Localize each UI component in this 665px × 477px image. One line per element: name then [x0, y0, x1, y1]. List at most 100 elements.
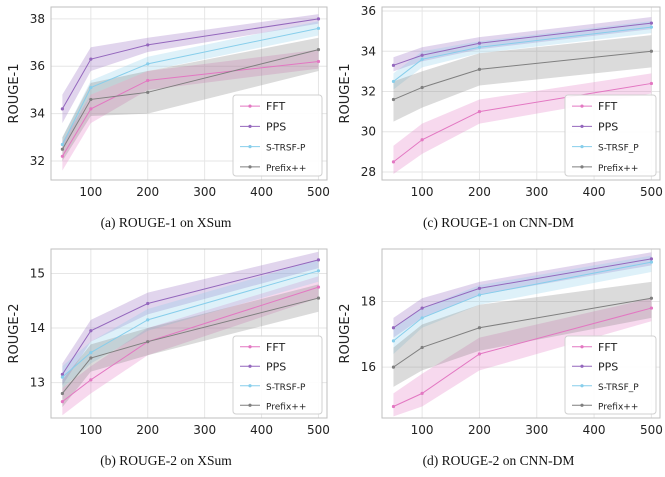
data-point-prefix- [89, 97, 93, 102]
plot-frame [50, 248, 328, 419]
legend-label: FFT [598, 100, 617, 113]
data-point-pps [477, 41, 482, 45]
series-line-s-trsf-p [393, 26, 652, 82]
confidence-band-s-trsf-p [393, 21, 652, 90]
data-point-fft [391, 404, 396, 409]
data-point-prefix- [316, 48, 321, 52]
data-point-s-trsf-p [146, 62, 150, 66]
x-tick-label: 400 [250, 423, 273, 437]
data-point-pps [420, 53, 424, 57]
confidence-band-s-trsf-p [62, 259, 319, 389]
series-line-fft [393, 307, 652, 407]
legend-label: PPS [598, 120, 618, 133]
legend-marker [580, 364, 584, 368]
legend-marker [580, 124, 584, 128]
legend-box [564, 94, 657, 177]
x-tick-label: 100 [411, 185, 434, 199]
confidence-band-s-trsf-p [393, 255, 652, 355]
y-tick-label: 34 [30, 107, 45, 121]
data-point-prefix- [649, 49, 654, 53]
data-point-s-trsf-p [649, 260, 654, 264]
confidence-band-fft [393, 298, 652, 417]
y-tick-label: 16 [361, 360, 376, 374]
legend-marker [248, 165, 252, 169]
data-point-pps [146, 301, 150, 306]
data-point-pps [649, 257, 654, 261]
data-point-fft [477, 352, 482, 356]
data-point-s-trsf-p [420, 316, 424, 320]
legend-label: FFT [266, 100, 285, 113]
legend-label: S-TRSF_P [598, 144, 639, 154]
legend-marker [248, 345, 252, 349]
data-point-fft [420, 391, 424, 395]
caption-c: (c) ROUGE-1 on CNN-DM [422, 215, 575, 230]
confidence-band-pps [393, 252, 652, 338]
x-tick-label: 400 [250, 185, 273, 199]
data-point-prefix- [89, 356, 93, 360]
data-point-prefix- [649, 296, 654, 300]
data-point-pps [316, 17, 321, 21]
data-point-s-trsf-p [89, 85, 93, 90]
confidence-band-pps [62, 251, 319, 386]
legend-label: Prefix++ [266, 402, 306, 412]
data-point-fft [60, 400, 64, 404]
legend-marker [580, 104, 584, 108]
data-point-s-trsf-p [477, 293, 482, 297]
caption-d: (d) ROUGE-2 on CNN-DM [422, 453, 575, 468]
y-tick-label: 13 [30, 376, 45, 390]
y-tick-label: 18 [361, 295, 376, 309]
legend-marker [248, 384, 252, 388]
series-line-s-trsf-p [62, 270, 319, 378]
series-line-prefix- [61, 297, 319, 394]
legend-marker [248, 104, 252, 108]
y-axis-label: ROUGE-1 [7, 63, 22, 123]
data-point-pps [60, 107, 64, 111]
x-tick-label: 100 [79, 423, 102, 437]
data-point-s-trsf-p [316, 269, 321, 273]
chart-0: 100 200 300 400 500 32 34 36 38 ROUGE-1 FFT PPS S-TR… [7, 6, 330, 199]
y-tick-label: 38 [30, 12, 45, 26]
x-tick-label: 300 [525, 185, 548, 199]
data-point-s-trsf-p [316, 26, 321, 30]
caption-a: (a) ROUGE-1 on XSum [100, 215, 232, 230]
x-tick-label: 300 [525, 423, 548, 437]
legend-label: Prefix++ [598, 402, 638, 412]
x-tick-label: 100 [79, 185, 102, 199]
series-line-pps [61, 259, 319, 375]
data-point-pps [146, 43, 150, 47]
data-point-pps [477, 286, 482, 290]
legend-marker [580, 345, 584, 349]
legend-marker [248, 145, 252, 149]
plot-frame [381, 248, 661, 419]
data-point-fft [89, 378, 93, 382]
data-point-pps [89, 57, 93, 61]
plot-frame [50, 6, 328, 181]
legend-label: FFT [266, 341, 285, 354]
data-point-fft [146, 78, 150, 83]
data-point-s-trsf-p [420, 57, 424, 61]
y-tick-label: 32 [30, 154, 45, 168]
y-tick-label: 36 [361, 4, 376, 18]
data-point-s-trsf-p [391, 79, 396, 84]
confidence-band-fft [62, 49, 319, 171]
legend-label: S-TRSF-P [266, 383, 306, 393]
x-tick-label: 400 [583, 185, 606, 199]
y-tick-label: 30 [361, 125, 376, 139]
data-point-s-trsf-p [60, 142, 64, 147]
data-point-prefix- [420, 85, 424, 90]
data-point-prefix- [316, 296, 321, 300]
confidence-band-fft [62, 276, 319, 416]
confidence-band-s-trsf-p [62, 21, 319, 152]
series-line-prefix- [393, 50, 652, 100]
legend-box [232, 94, 323, 177]
data-point-s-trsf-p [391, 339, 396, 343]
y-tick-label: 32 [361, 84, 376, 98]
y-tick-label: 14 [30, 321, 45, 335]
data-point-fft [89, 107, 93, 111]
data-point-prefix- [391, 365, 396, 369]
data-point-prefix- [146, 340, 150, 344]
y-axis-label: ROUGE-2 [7, 303, 22, 363]
x-tick-label: 200 [136, 185, 159, 199]
